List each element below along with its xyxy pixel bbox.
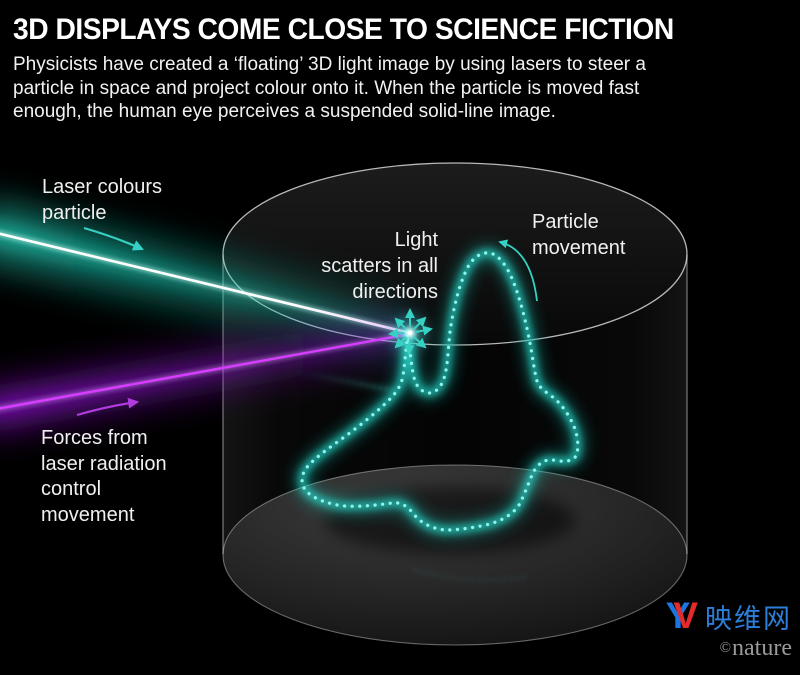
label-laser-colours-particle: Laser colours particle bbox=[42, 176, 163, 224]
watermark-logo-v: V bbox=[673, 595, 698, 636]
scatter-burst-icon bbox=[388, 308, 433, 355]
butterfly-floor-shadow bbox=[325, 486, 575, 554]
colour-laser-beam bbox=[0, 200, 418, 365]
force-laser-beam bbox=[0, 311, 415, 432]
watermark-site-name: 映维网 bbox=[705, 604, 792, 634]
label-particle-movement: Particle movement bbox=[532, 211, 626, 259]
watermark-logo: YV 映维网 bbox=[665, 595, 792, 636]
copyright-icon: © bbox=[719, 640, 732, 656]
laser-direction-arrow-icon bbox=[83, 226, 145, 251]
page-subtitle: Physicists have created a ‘floating’ 3D … bbox=[13, 54, 646, 122]
page-title: 3D DISPLAYS COME CLOSE TO SCIENCE FICTIO… bbox=[13, 13, 674, 46]
watermark-logo-y: Y bbox=[665, 595, 691, 636]
watermark: YV 映维网 ©nature bbox=[665, 595, 792, 661]
nature-credit-name: nature bbox=[732, 635, 792, 661]
nature-credit: ©nature bbox=[666, 635, 792, 661]
label-light-scatters: Light scatters in all directions bbox=[321, 229, 438, 303]
particle-ghost-trail bbox=[295, 369, 530, 582]
particle-movement-arrow-icon bbox=[498, 239, 538, 302]
label-forces-from-laser: Forces from laser radiation control move… bbox=[41, 427, 167, 526]
force-direction-arrow-icon bbox=[76, 397, 140, 417]
